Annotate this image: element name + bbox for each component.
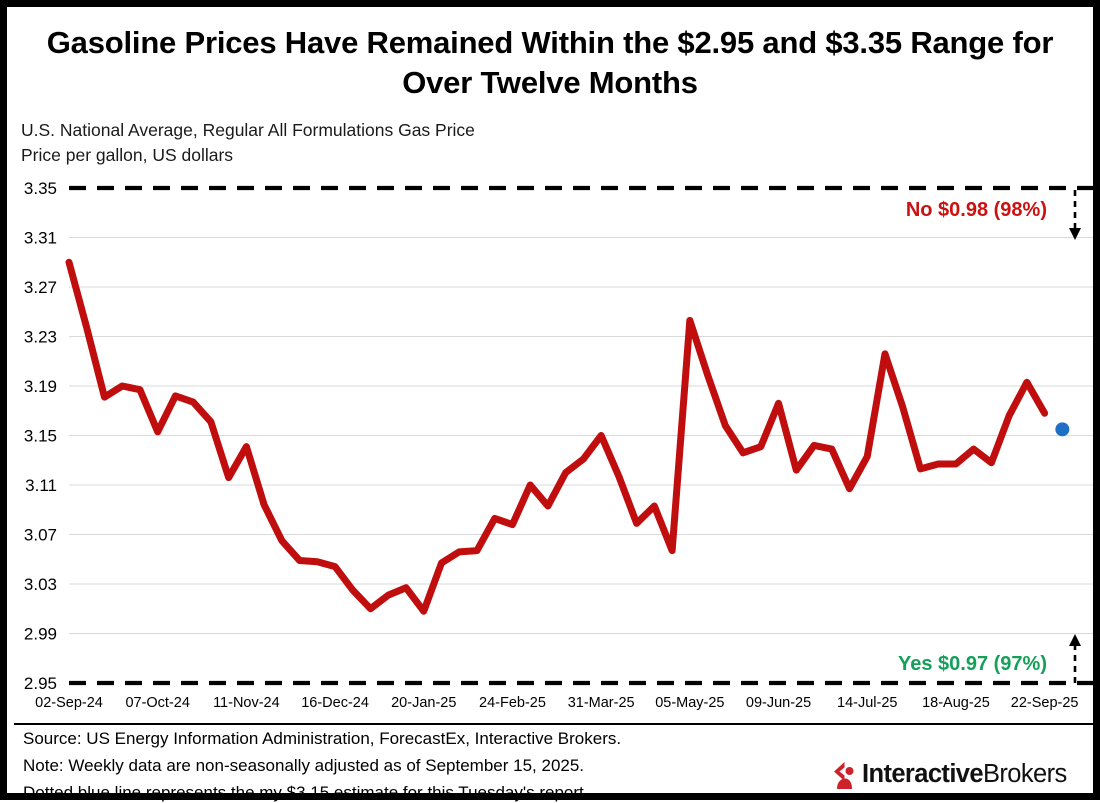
- y-axis-tick: 3.35: [24, 179, 57, 198]
- estimate-point-dot: [1055, 422, 1070, 437]
- x-axis-tick: 11-Nov-24: [213, 695, 280, 711]
- x-axis-tick-labels: 02-Sep-24 07-Oct-24 11-Nov-24 16-Dec-24 20-J…: [35, 695, 1078, 711]
- page-title: Gasoline Prices Have Remained Within the…: [46, 25, 1054, 100]
- y-axis-tick: 2.95: [24, 674, 57, 693]
- price-series-line: [65, 258, 1049, 615]
- x-axis-tick: 31-Mar-25: [568, 695, 635, 711]
- logo-word-brokers: Brokers: [982, 760, 1067, 789]
- y-axis-tick: 3.15: [24, 427, 57, 446]
- y-axis-tick: 3.07: [24, 526, 57, 545]
- chart-canvas: 3.35 3.31 3.27 3.23 3.19 3.15 3.11 3.07 3.03 2.99…: [24, 179, 1093, 711]
- logo-word-interactive: Interactive: [862, 760, 984, 789]
- footer-note-secondary: Dotted blue line represents the my $3.15…: [23, 783, 589, 802]
- y-axis-tick-labels: 3.35 3.31 3.27 3.23 3.19 3.15 3.11 3.07 3.03 2.99…: [24, 179, 57, 693]
- lower-annotation-group: Yes $0.97 (97%): [898, 634, 1081, 683]
- x-axis-tick: 14-Jul-25: [837, 695, 897, 711]
- ibkr-mark-icon: [834, 762, 854, 789]
- footer-note: Note: Weekly data are non-seasonally adj…: [23, 756, 585, 775]
- y-axis-tick: 3.31: [24, 229, 57, 248]
- lower-annotation-arrow-head: [1069, 634, 1081, 646]
- lower-annotation-label: Yes $0.97 (97%): [898, 653, 1047, 675]
- footer-source: Source: US Energy Information Administra…: [23, 729, 622, 748]
- x-axis-tick: 05-May-25: [655, 695, 724, 711]
- x-axis-tick: 24-Feb-25: [479, 695, 546, 711]
- x-axis-tick: 20-Jan-25: [391, 695, 456, 711]
- x-axis-tick: 07-Oct-24: [125, 695, 189, 711]
- upper-annotation-label: No $0.98 (98%): [906, 199, 1047, 221]
- upper-annotation-arrow-head: [1069, 228, 1081, 240]
- y-axis-tick: 3.03: [24, 575, 57, 594]
- x-axis-tick: 16-Dec-24: [301, 695, 369, 711]
- gridlines: [69, 236, 1093, 635]
- y-axis-tick: 2.99: [24, 625, 57, 644]
- y-axis-tick: 3.23: [24, 328, 57, 347]
- chart-subtitle-series: U.S. National Average, Regular All Formu…: [21, 120, 475, 140]
- threshold-lines: [69, 185, 1093, 686]
- x-axis-tick: 18-Aug-25: [922, 695, 990, 711]
- chart-subtitle-units: Price per gallon, US dollars: [21, 145, 234, 165]
- x-axis-tick: 09-Jun-25: [746, 695, 811, 711]
- line-chart: 3.35 3.31 3.27 3.23 3.19 3.15 3.11 3.07 3.03 2.99…: [7, 172, 1093, 712]
- interactive-brokers-logo: InteractiveBrokers: [831, 758, 1067, 792]
- footer-divider: [14, 723, 1100, 725]
- x-axis-tick: 22-Sep-25: [1011, 695, 1079, 711]
- x-axis-tick: 02-Sep-24: [35, 695, 103, 711]
- y-axis-tick: 3.27: [24, 278, 57, 297]
- ibkr-wordmark: InteractiveBrokers: [862, 762, 1067, 788]
- y-axis-tick: 3.19: [24, 377, 57, 396]
- y-axis-tick: 3.11: [25, 476, 57, 495]
- upper-annotation-group: No $0.98 (98%): [906, 190, 1081, 240]
